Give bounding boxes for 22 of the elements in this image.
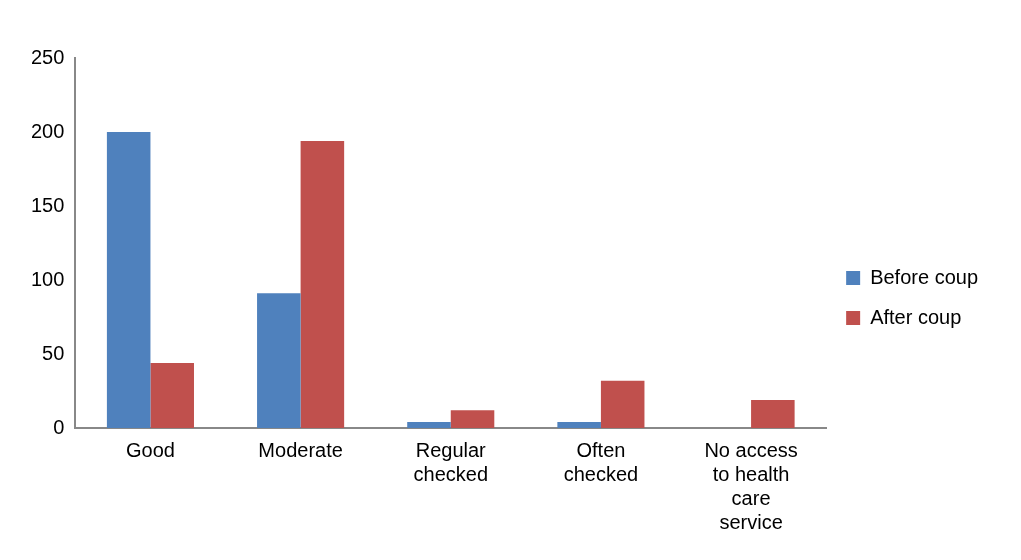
bar <box>257 293 301 428</box>
bar <box>450 410 495 428</box>
y-tick-label: 200 <box>30 119 65 142</box>
bar <box>300 140 345 428</box>
y-tick-label: 50 <box>42 341 65 364</box>
bar <box>600 380 645 428</box>
x-tick-label: No access to health care service <box>704 438 798 533</box>
bar <box>557 422 601 428</box>
y-tick-label: 100 <box>30 267 65 290</box>
y-tick-label: 250 <box>30 45 65 68</box>
bar <box>751 399 795 428</box>
bar <box>407 422 451 428</box>
x-tick-label: Moderate <box>258 438 343 461</box>
bar <box>150 362 194 428</box>
bar <box>106 132 151 428</box>
x-tick-label: Good <box>125 438 175 461</box>
y-tick-label: 150 <box>30 193 65 216</box>
legend-label: Before coup <box>870 265 979 288</box>
x-tick-label: Regular checked <box>413 438 489 485</box>
y-tick-label: 0 <box>53 415 65 438</box>
legend-label: After coup <box>870 305 962 328</box>
x-tick-label: Often checked <box>563 438 639 485</box>
